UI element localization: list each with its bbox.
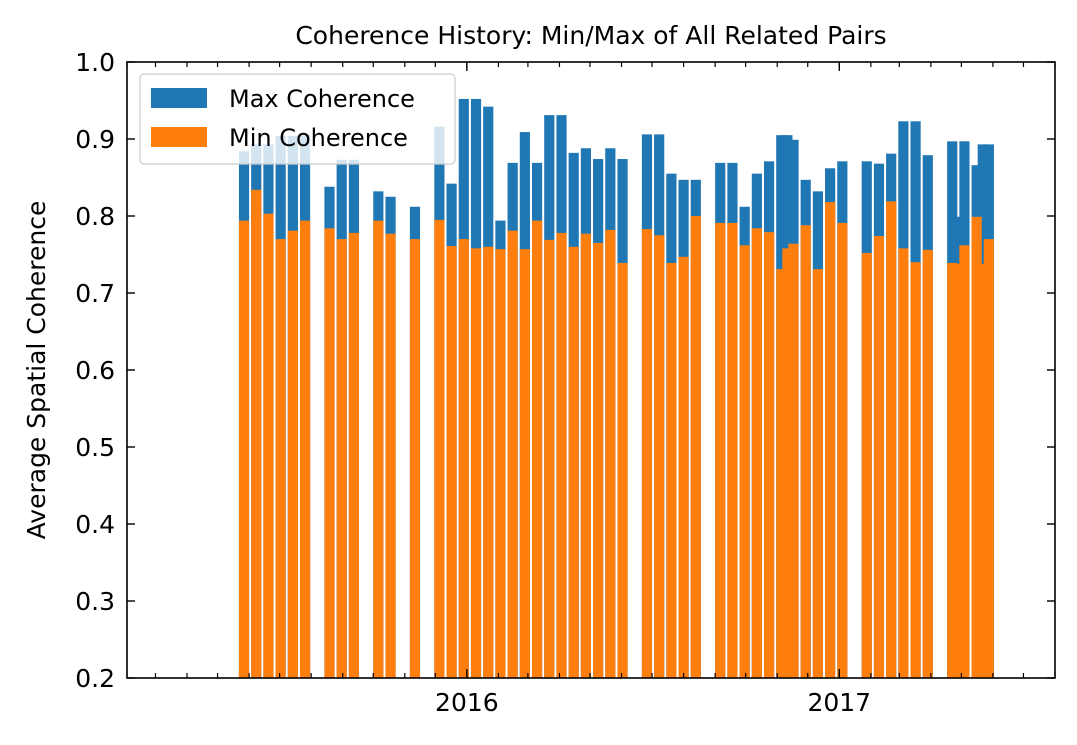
min-coherence-bar <box>727 222 738 678</box>
min-bars <box>238 189 994 679</box>
min-coherence-bar <box>666 262 677 678</box>
min-coherence-bar <box>324 228 335 678</box>
y-tick-label: 0.3 <box>75 587 115 616</box>
min-coherence-bar <box>434 219 445 678</box>
min-coherence-bar <box>910 262 921 678</box>
legend-box <box>139 73 456 165</box>
min-coherence-bar <box>782 248 793 678</box>
min-coherence-bar <box>751 228 762 678</box>
y-tick-label: 0.5 <box>75 433 115 462</box>
y-tick-label: 1.0 <box>75 48 115 77</box>
min-coherence-bar <box>531 220 543 678</box>
min-coherence-bar <box>556 232 567 678</box>
min-coherence-bar <box>409 239 421 678</box>
min-coherence-bar <box>385 233 396 678</box>
min-coherence-bar <box>275 239 286 678</box>
legend-label-max: Max Coherence <box>229 85 415 113</box>
chart-title: Coherence History: Min/Max of All Relate… <box>295 21 886 50</box>
min-coherence-bar <box>947 262 958 678</box>
legend-swatch-max <box>151 88 207 108</box>
min-coherence-bar <box>983 239 994 678</box>
min-coherence-bar <box>605 229 616 679</box>
min-coherence-bar <box>238 220 250 678</box>
min-coherence-bar <box>373 220 384 678</box>
min-coherence-bar <box>837 222 848 678</box>
min-coherence-bar <box>495 249 506 679</box>
x-tick-label: 2016 <box>435 688 499 717</box>
min-coherence-bar <box>977 263 988 678</box>
min-coherence-bar <box>812 269 823 678</box>
min-coherence-bar <box>446 246 457 678</box>
min-coherence-bar <box>483 246 494 679</box>
y-tick-label: 0.8 <box>75 202 115 231</box>
legend-label-min: Min Coherence <box>229 124 408 152</box>
legend: Max Coherence Min Coherence <box>139 73 456 165</box>
y-tick-label: 0.6 <box>75 356 115 385</box>
min-coherence-bar <box>617 262 628 678</box>
min-coherence-bar <box>953 263 964 678</box>
min-coherence-bar <box>763 232 775 679</box>
min-coherence-bar <box>886 201 897 678</box>
min-coherence-bar <box>715 222 726 678</box>
min-coherence-bar <box>519 249 530 679</box>
min-coherence-bar <box>470 248 482 678</box>
min-coherence-bar <box>825 202 836 678</box>
min-coherence-bar <box>641 229 653 678</box>
min-coherence-bar <box>458 239 469 678</box>
min-coherence-bar <box>568 246 579 679</box>
min-coherence-bar <box>898 248 909 678</box>
min-coherence-bar <box>287 230 298 678</box>
y-tick-label: 0.4 <box>75 510 115 539</box>
min-coherence-bar <box>800 225 811 679</box>
min-coherence-bar <box>544 239 555 678</box>
min-coherence-bar <box>776 269 787 678</box>
min-coherence-bar <box>299 220 311 678</box>
y-tick-label: 0.9 <box>75 125 115 154</box>
min-coherence-bar <box>861 252 872 678</box>
min-coherence-bar <box>873 236 885 678</box>
min-coherence-bar <box>593 242 604 678</box>
min-coherence-bar <box>971 216 982 678</box>
min-coherence-bar <box>348 232 359 678</box>
plot-frame <box>126 61 1056 679</box>
min-coherence-bar <box>678 256 689 678</box>
min-coherence-bar <box>251 189 262 678</box>
min-coherence-bar <box>959 245 970 678</box>
min-coherence-bar <box>654 235 665 678</box>
min-coherence-bar <box>507 230 518 678</box>
min-coherence-bar <box>922 249 933 678</box>
min-coherence-bar <box>580 233 591 678</box>
min-coherence-bar <box>336 239 347 678</box>
y-tick-label: 0.2 <box>75 664 115 693</box>
y-tick-label: 0.7 <box>75 279 115 308</box>
min-coherence-bar <box>690 216 701 678</box>
min-coherence-bar <box>263 213 274 678</box>
legend-swatch-min <box>151 127 207 147</box>
x-tick-label: 2017 <box>807 688 871 717</box>
min-coherence-bar <box>788 243 799 678</box>
axis-ticks: 0.2 0.3 0.4 0.5 0.6 0.7 0.8 0.9 1.0 2016 2017 <box>75 48 1056 717</box>
min-coherence-bar <box>739 245 750 678</box>
y-axis-label: Average Spatial Coherence <box>22 201 51 540</box>
